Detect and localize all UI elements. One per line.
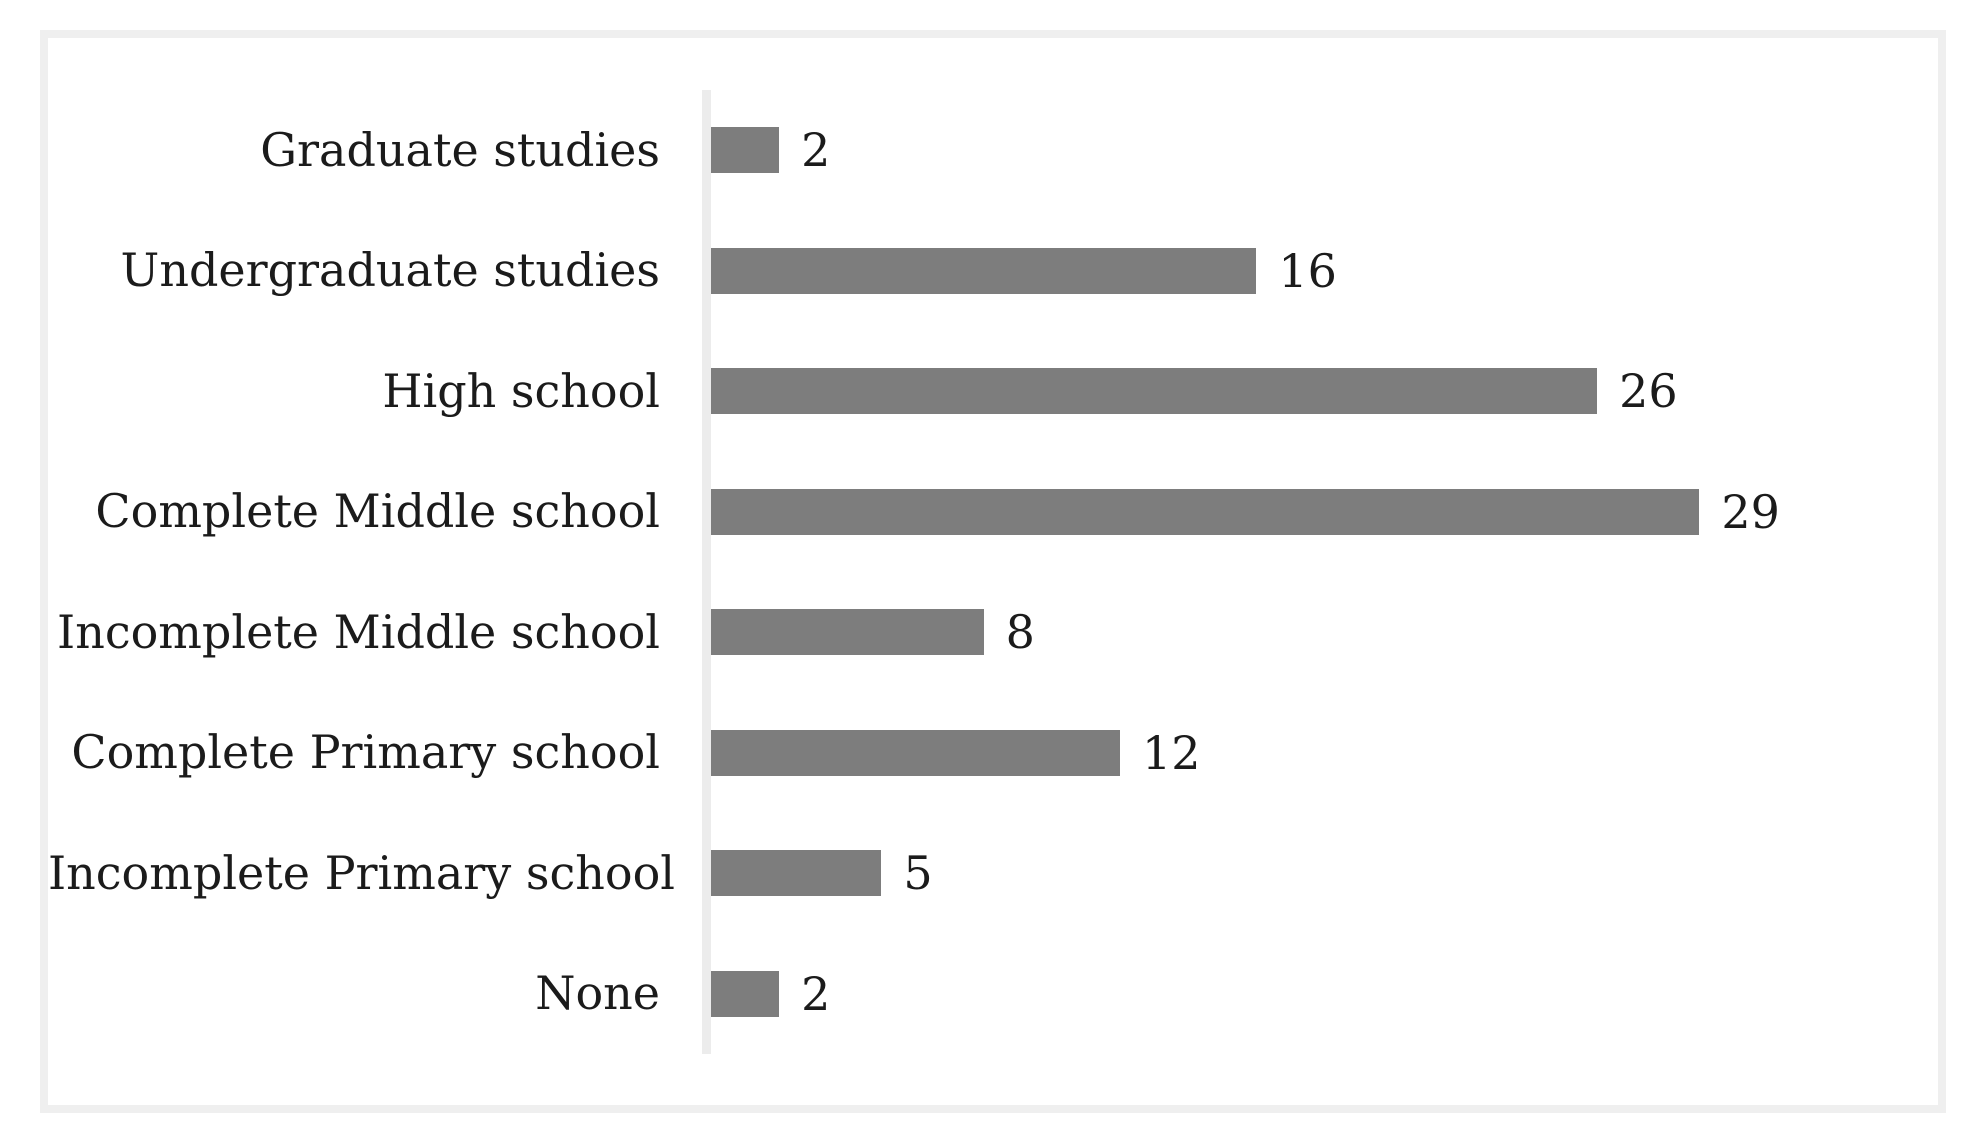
bar: [711, 729, 1120, 776]
chart-row: Complete Primary school 12: [48, 692, 1938, 813]
value-label: 2: [801, 123, 831, 178]
bar: [711, 247, 1257, 294]
axis-and-plot-area: 8: [702, 572, 1938, 693]
category-label: Complete Primary school: [71, 725, 660, 780]
chart-frame: Graduate studies 2 Undergraduate studies…: [40, 30, 1946, 1113]
chart-row: High school 26: [48, 331, 1938, 452]
axis-and-plot-area: 5: [702, 813, 1938, 934]
category-label: Undergraduate studies: [120, 243, 660, 298]
value-label: 2: [801, 966, 831, 1021]
bar: [711, 127, 780, 174]
value-label: 29: [1721, 484, 1780, 539]
bar-chart: Graduate studies 2 Undergraduate studies…: [48, 90, 1938, 1054]
axis-and-plot-area: 12: [702, 692, 1938, 813]
axis-and-plot-area: 2: [702, 933, 1938, 1054]
axis-and-plot-area: 26: [702, 331, 1938, 452]
category-label: None: [535, 966, 660, 1021]
category-label: Incomplete Primary school: [48, 845, 675, 900]
bar: [711, 970, 780, 1017]
bar: [711, 850, 882, 897]
value-label: 12: [1142, 725, 1201, 780]
value-label: 26: [1619, 364, 1678, 419]
axis-and-plot-area: 29: [702, 451, 1938, 572]
chart-row: Complete Middle school 29: [48, 451, 1938, 572]
category-label: Incomplete Middle school: [57, 604, 660, 659]
axis-and-plot-area: 16: [702, 210, 1938, 331]
bar: [711, 488, 1700, 535]
value-label: 16: [1278, 243, 1337, 298]
chart-row: Graduate studies 2: [48, 90, 1938, 211]
value-label: 8: [1005, 605, 1035, 660]
chart-row: Undergraduate studies 16: [48, 210, 1938, 331]
bar: [711, 609, 984, 656]
chart-row: Incomplete Primary school 5: [48, 813, 1938, 934]
category-label: Graduate studies: [260, 122, 660, 177]
bar: [711, 368, 1598, 415]
category-label: High school: [382, 363, 660, 418]
axis-and-plot-area: 2: [702, 90, 1938, 211]
value-label: 5: [903, 846, 933, 901]
chart-row: Incomplete Middle school 8: [48, 572, 1938, 693]
chart-row: None 2: [48, 933, 1938, 1054]
category-label: Complete Middle school: [95, 484, 660, 539]
